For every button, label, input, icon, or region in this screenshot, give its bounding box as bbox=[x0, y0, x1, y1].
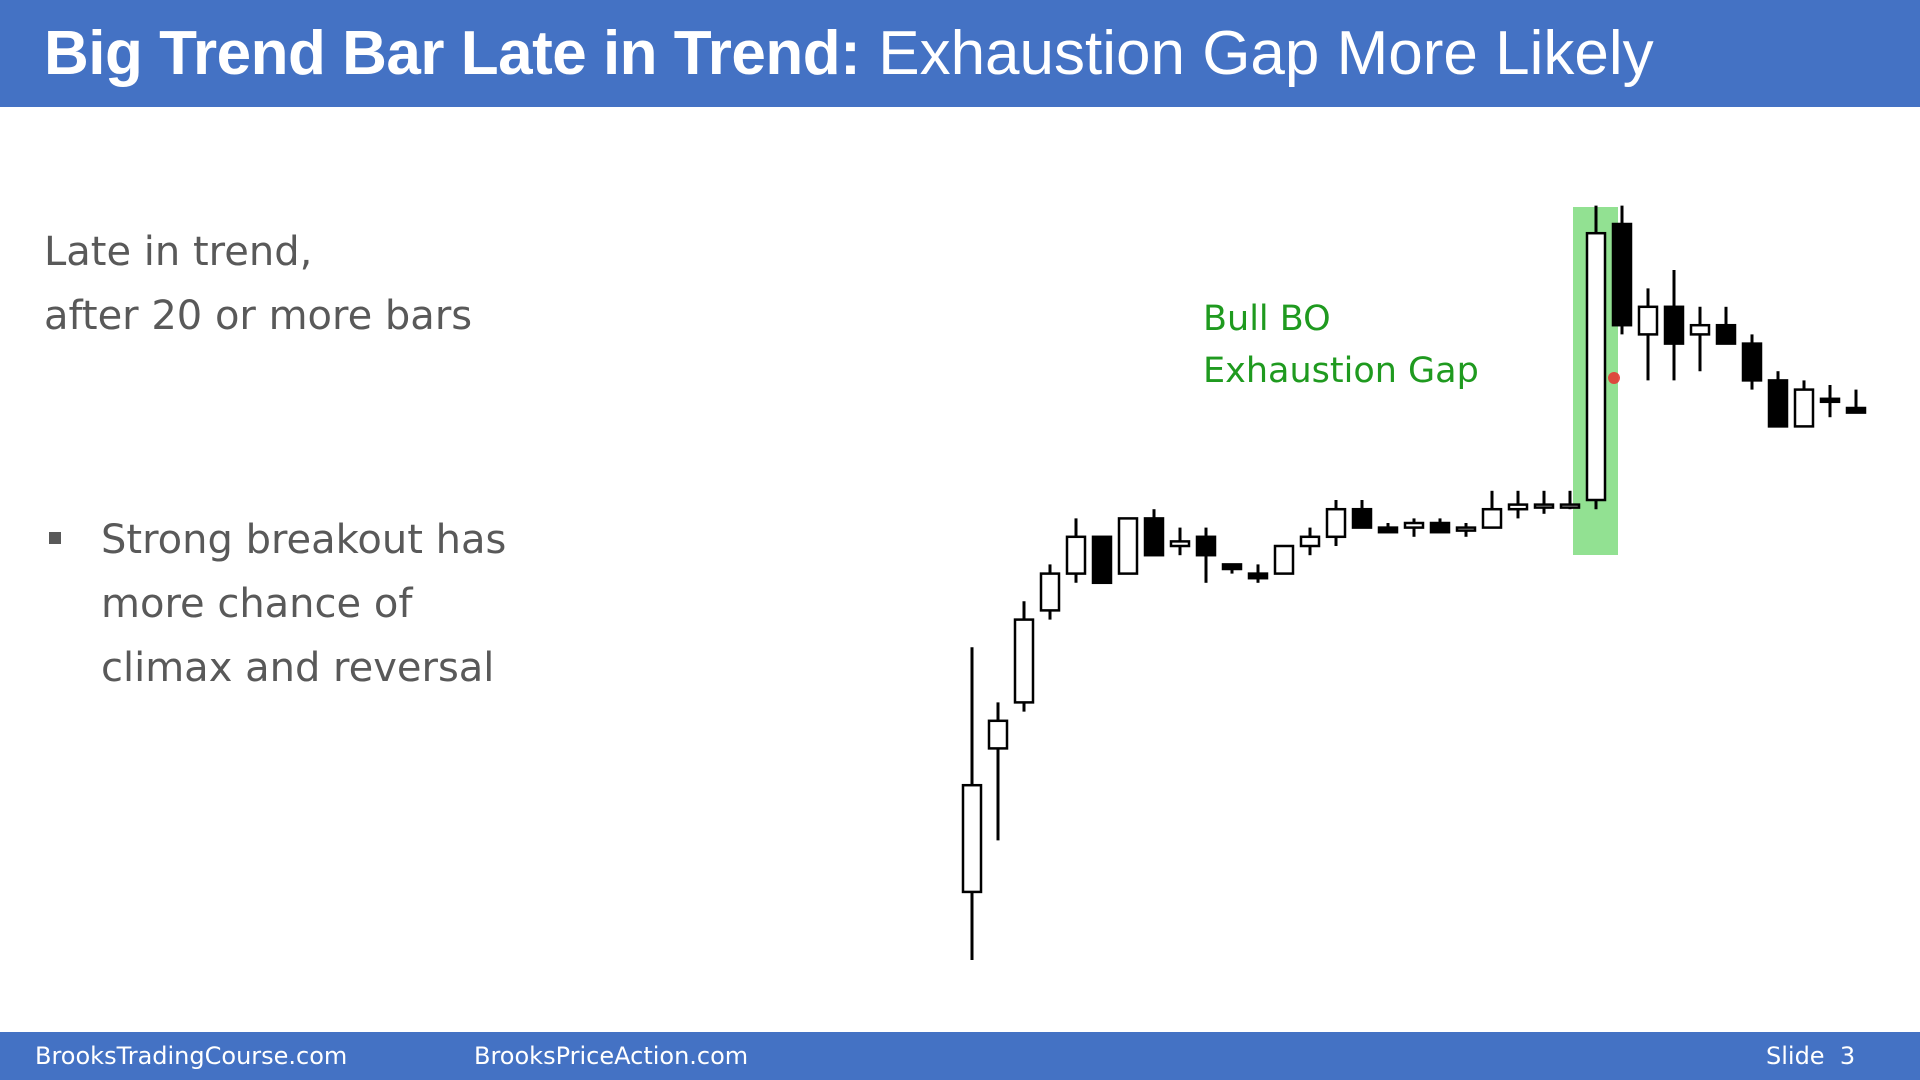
bull-candle-body bbox=[987, 719, 1009, 750]
cursor-dot bbox=[1608, 372, 1620, 384]
slide-number: Slide 3 bbox=[1766, 1042, 1855, 1070]
bear-candle-body bbox=[1429, 521, 1451, 534]
bull-candle-body bbox=[1117, 517, 1139, 575]
slide-label: Slide bbox=[1766, 1042, 1825, 1070]
bear-candle-body bbox=[1767, 379, 1789, 428]
bear-candle-body bbox=[1741, 342, 1763, 382]
bull-candle-body bbox=[1273, 544, 1295, 575]
bear-candle-body bbox=[1611, 222, 1633, 327]
title-bar: Big Trend Bar Late in Trend: Exhaustion … bbox=[0, 0, 1920, 107]
bear-candle-body bbox=[1819, 397, 1841, 404]
bull-candle-body bbox=[1455, 526, 1477, 532]
bull-candle-body bbox=[1325, 507, 1347, 539]
bull-candle-body bbox=[1065, 535, 1087, 575]
bullet-line-3: climax and reversal bbox=[101, 645, 495, 691]
bull-candle-body bbox=[1637, 305, 1659, 336]
bull-candle-body bbox=[1533, 503, 1555, 509]
bear-candle-body bbox=[1663, 305, 1685, 345]
bull-candle-body bbox=[1585, 231, 1607, 502]
bear-candle-body bbox=[1221, 563, 1243, 571]
bull-candle-body bbox=[1169, 540, 1191, 548]
annotation-line-2: Exhaustion Gap bbox=[1203, 351, 1479, 391]
bullet-line-2: more chance of bbox=[101, 581, 413, 627]
bear-candle-body bbox=[1377, 526, 1399, 534]
bear-candle-body bbox=[1715, 323, 1737, 345]
bull-candle-body bbox=[961, 783, 983, 894]
bear-candle-body bbox=[1091, 535, 1113, 585]
bull-candle-body bbox=[1403, 521, 1425, 529]
intro-text: Late in trend, after 20 or more bars bbox=[44, 220, 744, 348]
bull-candle-body bbox=[1013, 618, 1035, 704]
bullet-marker bbox=[49, 532, 61, 544]
bullet-text: Strong breakout has more chance of clima… bbox=[101, 508, 661, 700]
bull-candle-body bbox=[1299, 535, 1321, 548]
bull-candle-body bbox=[1039, 572, 1061, 612]
footer-site-brookspriceaction: BrooksPriceAction.com bbox=[474, 1042, 749, 1070]
bear-candle-body bbox=[1845, 406, 1867, 414]
bear-candle-body bbox=[1351, 507, 1373, 529]
bear-candle-body bbox=[1247, 572, 1269, 580]
footer-site-brookstradingcourse: BrooksTradingCourse.com bbox=[35, 1042, 348, 1070]
annotation-line-1: Bull BO bbox=[1203, 299, 1331, 339]
intro-line-2: after 20 or more bars bbox=[44, 293, 473, 339]
bull-candle-body bbox=[1559, 503, 1581, 509]
intro-line-1: Late in trend, bbox=[44, 229, 313, 275]
title-rest: Exhaustion Gap More Likely bbox=[878, 19, 1654, 88]
candles bbox=[961, 205, 1867, 960]
bear-candle-body bbox=[1195, 535, 1217, 557]
bull-candle-body bbox=[1507, 503, 1529, 511]
title-bold: Big Trend Bar Late in Trend: bbox=[44, 19, 861, 88]
slide-number-value: 3 bbox=[1839, 1042, 1856, 1070]
bull-candle-body bbox=[1481, 507, 1503, 529]
bull-candle-body bbox=[1689, 323, 1711, 336]
bullet-line-1: Strong breakout has bbox=[101, 517, 507, 563]
footer: BrooksTradingCourse.com BrooksPriceActio… bbox=[0, 1032, 1920, 1080]
bull-candle-body bbox=[1793, 388, 1815, 428]
bear-candle-body bbox=[1143, 517, 1165, 557]
